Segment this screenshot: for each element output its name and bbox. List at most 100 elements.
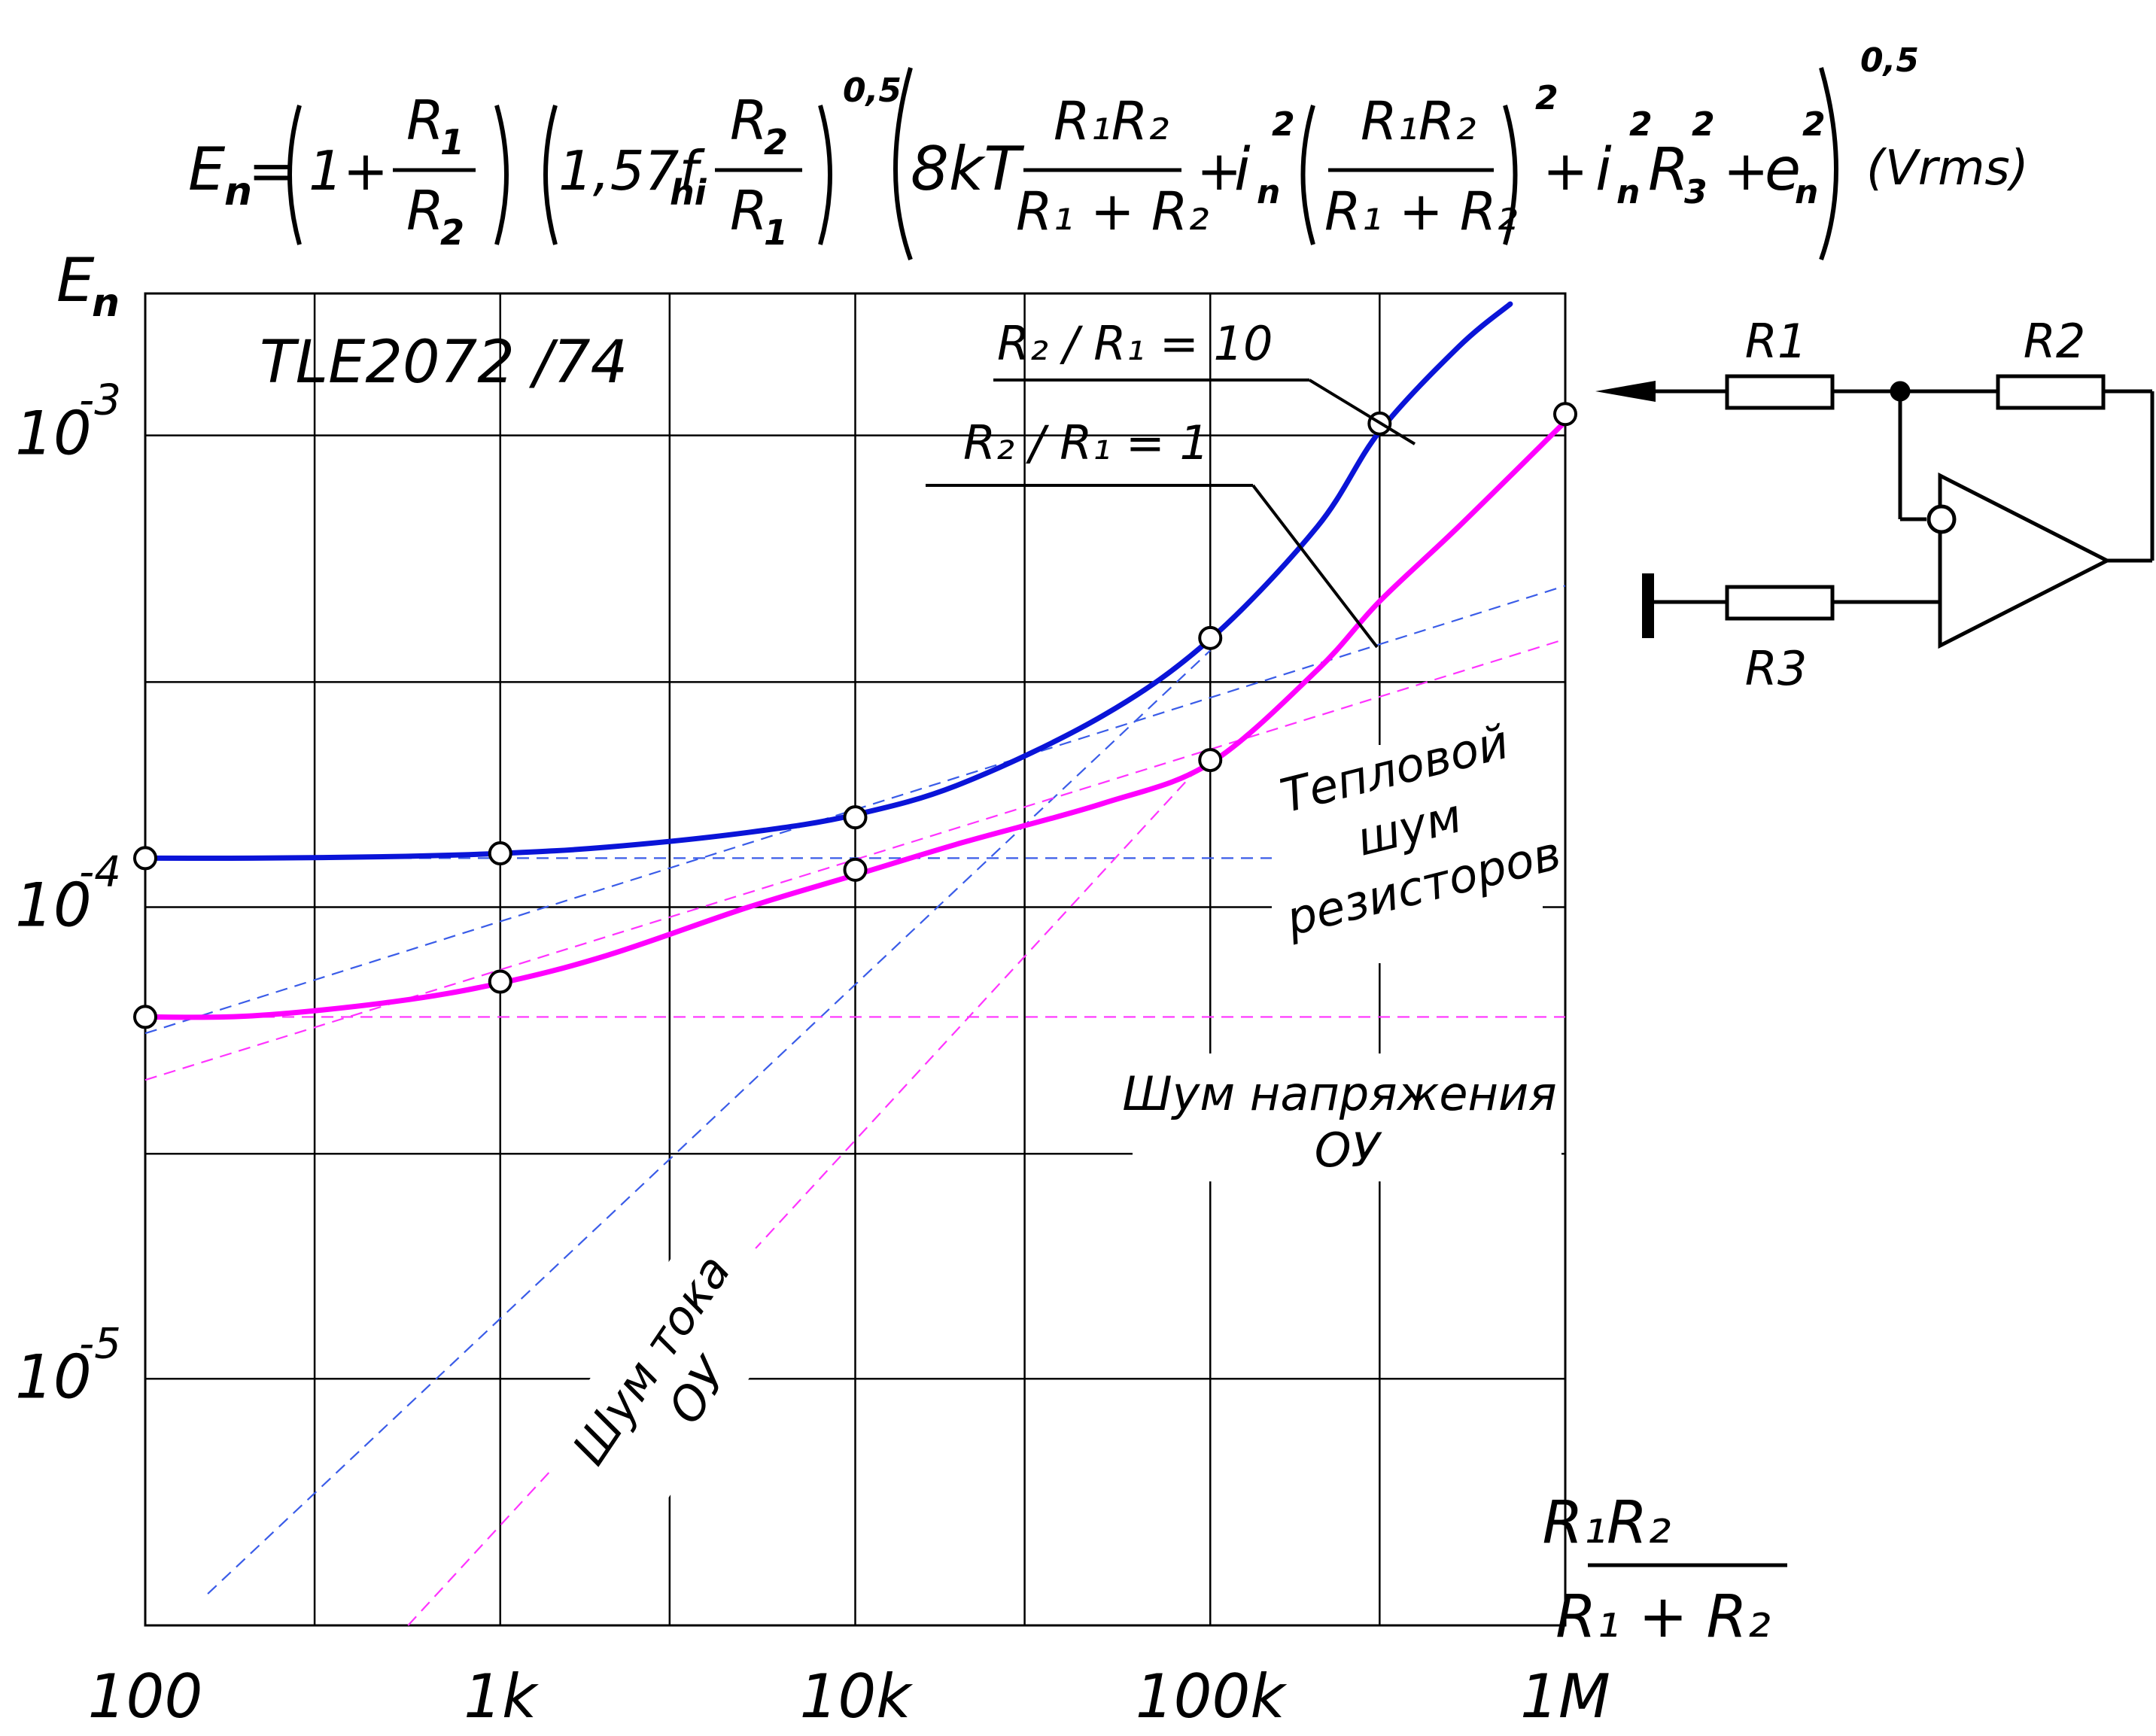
data-point — [488, 841, 512, 866]
formula-r3-sub: 3 — [1684, 173, 1707, 211]
formula-t2-coef-sub: hi — [670, 172, 707, 213]
formula-8kt: 8kT — [911, 134, 1025, 204]
x-tick-label: 1k — [464, 1662, 539, 1731]
voltage-label-bg — [1133, 1053, 1562, 1181]
opamp-triangle — [1938, 472, 2112, 649]
label-ratio-1: R₂ / R₁ = 1 — [963, 415, 1209, 470]
formula-lhs: E — [188, 136, 226, 204]
formula-in: i — [1234, 136, 1251, 204]
data-point — [1198, 748, 1223, 773]
thermal-label-bg — [1272, 745, 1543, 963]
formula-units: (Vrms) — [1866, 141, 2029, 196]
formula-t3-num: R₁R₂ — [1054, 90, 1169, 152]
paren-close-4 — [1503, 105, 1518, 245]
formula-t1-num: R — [406, 89, 444, 152]
paren-close-2 — [818, 105, 832, 245]
formula-in2: i — [1595, 136, 1612, 204]
formula-lhs-sub: n — [224, 169, 252, 214]
y-tick-exponent: -4 — [79, 847, 121, 896]
leader-ratio-10-d — [1308, 379, 1416, 445]
x-axis-label-num: R₁R₂ — [1543, 1489, 1671, 1557]
paren-close-3 — [1819, 67, 1838, 261]
current-label-bg — [534, 1212, 812, 1536]
chart-title: TLE2072 /74 — [260, 329, 628, 397]
y-axis-label: E — [56, 245, 95, 315]
guide-line — [407, 754, 1212, 1626]
formula-exp2: 0,5 — [1860, 41, 1919, 80]
data-point — [133, 846, 157, 871]
formula-plus1: + — [1197, 139, 1242, 202]
paren-open-1 — [287, 105, 302, 245]
y-axis-label-sub: n — [92, 281, 120, 326]
label-r2: R2 — [2024, 314, 2086, 369]
paren-open-2 — [543, 105, 558, 245]
paren-close-1 — [494, 105, 509, 245]
series-line-ratio-1 — [142, 418, 1568, 1020]
formula-exp1: 0,5 — [843, 71, 902, 110]
formula-t1-num-sub: 1 — [440, 122, 464, 163]
formula-t2-num: R — [730, 89, 768, 152]
resistor-r2 — [1996, 374, 2106, 410]
guide-line — [144, 638, 1566, 1081]
y-tick-exponent: -3 — [79, 376, 121, 425]
guide-line — [207, 649, 1212, 1595]
current-noise-label: Шум тока ОУ — [534, 1212, 812, 1536]
formula-t1-one: 1+ — [309, 139, 388, 202]
label-r3: R3 — [1745, 641, 1808, 696]
data-point — [488, 969, 512, 994]
formula-in2-sq: 2 — [1629, 105, 1653, 144]
formula-t4-num: R₁R₂ — [1361, 90, 1476, 152]
voltage-noise-line-1: Шум напряжения — [1122, 1066, 1556, 1121]
formula-plus3: + — [1723, 139, 1768, 202]
data-markers — [133, 402, 1577, 1029]
series-curves — [142, 301, 1568, 1020]
data-point — [843, 805, 868, 830]
formula-t2-num-sub: 2 — [764, 122, 788, 163]
formula-plus2: + — [1543, 139, 1588, 202]
formula-in-sq: 2 — [1272, 105, 1295, 144]
y-tick-exponent: -5 — [79, 1319, 121, 1368]
series-line-ratio-10 — [142, 301, 1513, 862]
paren-open-4 — [1300, 105, 1315, 245]
formula-t1-den-sub: 2 — [440, 212, 464, 253]
data-point — [133, 1005, 157, 1029]
formula-in-sub: n — [1257, 173, 1280, 211]
inverting-bubble — [1926, 504, 1957, 534]
formula-r3-sq: 2 — [1692, 105, 1715, 144]
y-tick-label: 10 — [15, 1342, 92, 1412]
formula-en: e — [1765, 136, 1801, 204]
formula-eq: = — [248, 139, 293, 202]
noise-formula: E n = 1+ R 1 R 2 1,57f hi R 2 R 1 0,5 8k… — [188, 41, 2029, 261]
formula-t3-den: R₁ + R₂ — [1016, 181, 1209, 242]
x-tick-label: 10k — [799, 1662, 913, 1731]
formula-en-sq: 2 — [1802, 105, 1826, 144]
x-axis-label-den: R₁ + R₂ — [1555, 1583, 1771, 1651]
formula-t2-den-sub: 1 — [764, 212, 788, 253]
resistor-r3 — [1725, 585, 1835, 621]
formula-t2-coef: 1,57f — [558, 139, 705, 202]
circuit-schematic — [1595, 374, 2154, 649]
formula-in2-sub: n — [1616, 173, 1640, 211]
x-tick-label: 100 — [88, 1662, 203, 1731]
data-point — [843, 857, 868, 882]
x-tick-label: 100k — [1136, 1662, 1288, 1731]
formula-en-sub: n — [1795, 173, 1818, 211]
voltage-noise-line-2: ОУ — [1315, 1123, 1383, 1178]
resistor-r1 — [1725, 374, 1835, 410]
formula-t1-den: R — [406, 179, 444, 242]
leader-ratio-1-d — [1251, 484, 1379, 649]
formula-t4-den: R₁ + R₂ — [1324, 181, 1518, 242]
formula-r3: R — [1648, 136, 1689, 204]
y-tick-label: 10 — [15, 870, 92, 940]
paren-open-3 — [893, 67, 913, 261]
input-arrow — [1595, 381, 1656, 402]
data-point — [1553, 402, 1577, 427]
x-tick-label: 1M — [1520, 1662, 1610, 1731]
y-tick-label: 10 — [15, 399, 92, 469]
label-r1: R1 — [1745, 314, 1808, 369]
label-ratio-10: R₂ / R₁ = 10 — [997, 316, 1273, 371]
formula-t4-sq: 2 — [1535, 79, 1558, 117]
data-point — [1198, 625, 1223, 650]
